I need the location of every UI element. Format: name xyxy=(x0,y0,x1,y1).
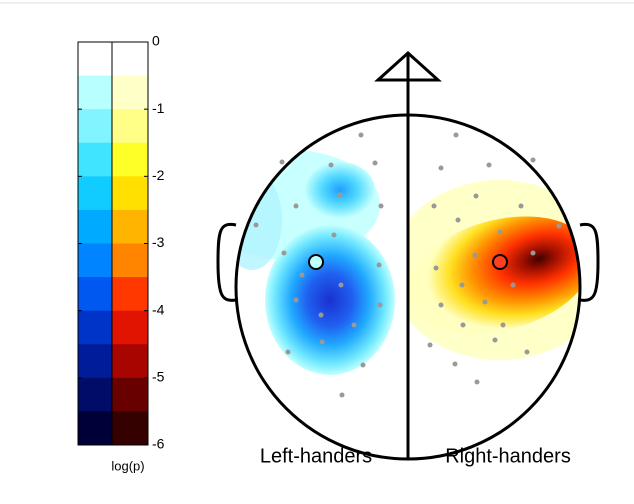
y-tick-label: -4 xyxy=(152,301,165,317)
colorbar-band xyxy=(112,377,148,412)
colorbar-band xyxy=(78,176,112,211)
colorbar-band xyxy=(78,344,112,379)
y-tick-label: -3 xyxy=(152,234,165,250)
colorbar-band xyxy=(112,209,148,244)
colorbar-band xyxy=(78,142,112,177)
colorbar-band xyxy=(78,411,112,446)
colorbar-band xyxy=(78,277,112,312)
right-peak xyxy=(492,254,508,270)
colorbar-label: log(p) xyxy=(111,458,144,473)
y-tick-label: -6 xyxy=(152,436,165,452)
y-tick-label: -5 xyxy=(152,369,165,385)
colorbar-band xyxy=(112,243,148,278)
panel-label: Right-handers xyxy=(445,445,571,467)
colorbar-band xyxy=(112,411,148,446)
head-outline xyxy=(216,50,600,461)
left-map xyxy=(236,150,395,375)
colorbar-band xyxy=(112,42,148,77)
colorbar-band xyxy=(112,344,148,379)
colorbar-band xyxy=(112,142,148,177)
colorbar-band xyxy=(78,109,112,144)
y-tick-label: -1 xyxy=(152,100,165,116)
colorbar-band xyxy=(78,209,112,244)
left-peak xyxy=(308,254,324,270)
colorbar-band xyxy=(112,310,148,345)
colorbar-band xyxy=(78,310,112,345)
colorbar-band xyxy=(78,42,112,77)
y-tick-label: -2 xyxy=(152,167,165,183)
colorbar-band xyxy=(112,277,148,312)
colorbar-band xyxy=(112,109,148,144)
colorbar-band xyxy=(78,377,112,412)
colorbar-band xyxy=(78,75,112,110)
colorbar-band xyxy=(112,75,148,110)
colorbar-band xyxy=(112,176,148,211)
electrodes xyxy=(253,132,562,398)
y-tick-label: 0 xyxy=(152,33,160,49)
colorbar: 0 -1 -2 -3 -4 -5 -6 xyxy=(77,33,165,452)
panel-label: Left-handers xyxy=(260,445,372,467)
colorbar-band xyxy=(78,243,112,278)
